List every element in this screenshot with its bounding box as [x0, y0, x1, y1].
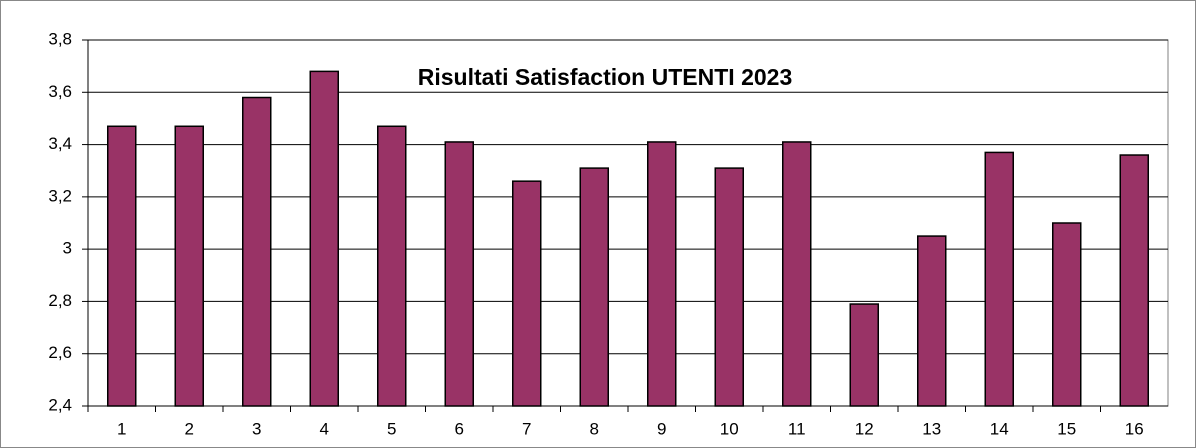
- x-tick-label: 15: [1057, 419, 1076, 438]
- bar: [1052, 222, 1082, 407]
- y-tick-label: 3,6: [48, 82, 72, 101]
- chart-title: Risultati Satisfaction UTENTI 2023: [418, 64, 792, 90]
- bar: [579, 167, 609, 407]
- x-tick-label: 8: [590, 419, 599, 438]
- x-tick-label: 9: [657, 419, 666, 438]
- x-tick-label: 16: [1125, 419, 1144, 438]
- x-tick-label: 1: [117, 419, 126, 438]
- bar: [377, 125, 407, 407]
- x-tick-label: 6: [455, 419, 464, 438]
- x-tick-label: 11: [788, 419, 806, 438]
- bar: [309, 70, 339, 407]
- y-tick-label: 3,4: [48, 134, 72, 153]
- x-tick-label: 5: [387, 419, 396, 438]
- x-tick-label: 13: [922, 419, 941, 438]
- bar: [174, 125, 204, 407]
- bar: [782, 141, 812, 407]
- bar: [512, 180, 542, 407]
- y-tick-label: 3,2: [48, 186, 72, 205]
- x-tick-label: 10: [720, 419, 739, 438]
- bar: [647, 141, 677, 407]
- x-tick-label: 4: [320, 419, 329, 438]
- y-tick-label: 2,8: [48, 291, 72, 310]
- x-tick-label: 14: [990, 419, 1009, 438]
- bar: [714, 167, 744, 407]
- bar: [1119, 154, 1149, 407]
- y-tick-label: 3,8: [48, 29, 72, 48]
- bar: [242, 96, 272, 407]
- bar: [917, 235, 947, 407]
- y-tick-label: 2,6: [48, 343, 72, 362]
- bar: [984, 151, 1014, 407]
- y-tick-label: 2,4: [48, 395, 72, 414]
- y-tick-label: 3: [63, 239, 72, 258]
- x-tick-label: 7: [522, 419, 531, 438]
- bar: [444, 141, 474, 407]
- x-tick-label: 3: [252, 419, 261, 438]
- x-tick-label: 12: [855, 419, 874, 438]
- bar: [107, 125, 137, 407]
- bar: [849, 303, 879, 407]
- x-tick-label: 2: [185, 419, 194, 438]
